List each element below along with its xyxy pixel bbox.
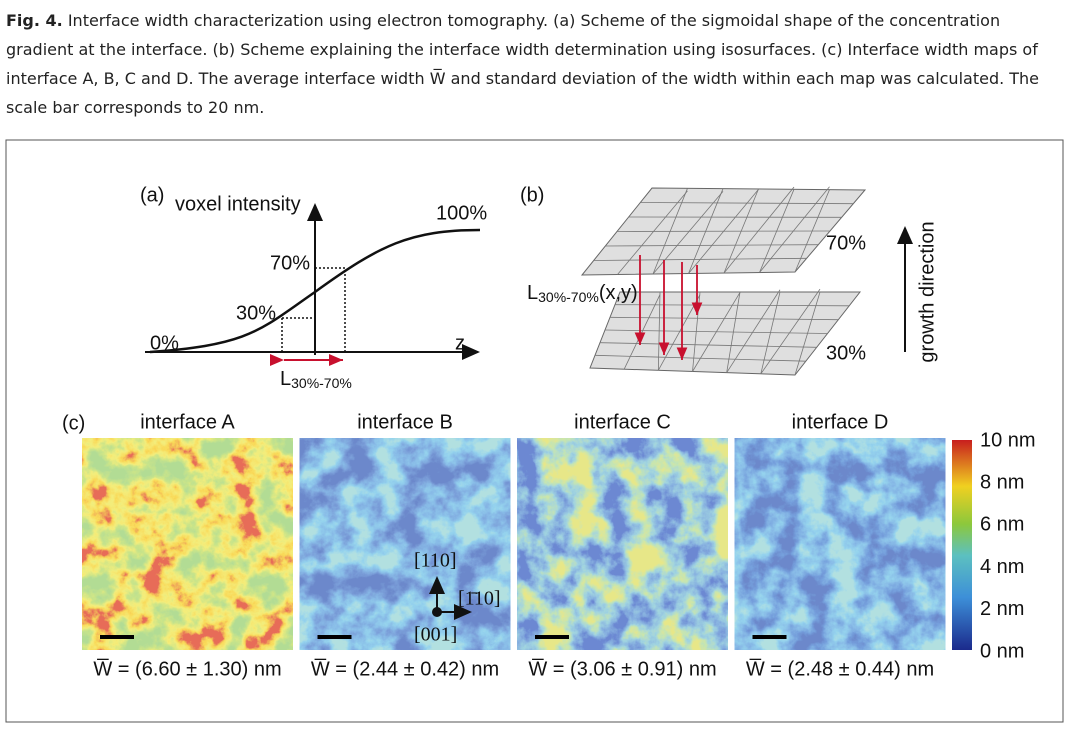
colorbar-label: 8 nm [980,471,1024,493]
surface-label: 30% [826,342,866,364]
map-width: W̅ = (2.48 ± 0.44) nm [746,657,934,680]
mesh-line [594,354,806,362]
panel-b: (b) 70% 30% L30%-70%(x,y) growth directi… [520,184,938,376]
mesh-line [616,230,831,232]
sigmoid [149,228,481,354]
width-map [516,437,729,651]
panel-label: (c) [62,412,85,434]
width-sub: 30%-70% [291,375,352,391]
axis-dot [432,607,442,617]
crystal-axes: [110] [1̄10] [001] [414,550,501,646]
frame [5,139,1064,723]
map-title: interface B [357,411,453,433]
mesh-line [759,186,830,273]
map-title: interface A [140,411,235,433]
level-label: 100% [436,202,487,224]
axis-label: [110] [414,550,457,572]
colorbar-labels: 10 nm 8 nm 6 nm 4 nm 2 nm 0 nm [980,429,1036,662]
caption-label: Fig. 4. [6,11,63,30]
level-label: 30% [236,302,276,324]
map-title: interface D [792,411,889,433]
colorbar-label: 6 nm [980,514,1024,536]
map-width: W̅ = (2.44 ± 0.42) nm [311,657,499,680]
distance-label: L30%-70%(x,y) [527,282,638,304]
axis-label: [001] [414,624,457,646]
panel-a: (a) voxel intensity z 0% 30% 70% 100% L3… [140,184,487,390]
direction-label: growth direction [916,221,938,362]
mesh-line [617,190,688,275]
width-main: L [280,368,291,390]
meshes [580,186,867,376]
colorbar-label: 0 nm [980,640,1024,662]
mesh-line [593,257,807,261]
distance-sub: 30%-70% [538,289,599,305]
colorbar-label: 10 nm [980,429,1036,451]
distance-arg: (x,y) [599,282,638,304]
map-width: W̅ = (6.60 ± 1.30) nm [93,657,281,680]
width-map [734,437,946,651]
distance-main: L [527,282,538,304]
width-map [299,437,511,651]
mesh-line [794,189,830,273]
colorbar-label: 2 nm [980,598,1024,620]
caption-text: Interface width characterization using e… [6,11,1040,117]
maps: interface A W̅ = (6.60 ± 1.30) nm interfac… [81,411,946,680]
y-label: voxel intensity [175,193,301,215]
panel-label: (a) [140,184,164,206]
mesh-line [794,291,821,376]
map-title: interface C [574,411,671,433]
width-label: L30%-70% [280,368,352,390]
level-label: 0% [150,332,179,354]
surface-label: 70% [826,232,866,254]
caption: Fig. 4. Interface width characterization… [6,6,1066,122]
colorbar [952,440,972,650]
mesh-line [605,244,819,247]
colorbar-label: 4 nm [980,556,1024,578]
guides [281,267,346,352]
mesh-line [604,329,828,334]
axis-label: [1̄10] [458,588,501,610]
panel-c: (c) 10 nm 8 nm 6 nm 4 nm 2 nm 0 nm interface … [62,411,1036,680]
x-label: z [455,332,465,354]
panel-label: (b) [520,184,544,206]
map-width: W̅ = (3.06 ± 0.91) nm [528,657,716,680]
mesh-line [623,294,661,370]
width-map [81,437,294,651]
level-label: 70% [270,252,310,274]
mesh-line [760,288,821,375]
